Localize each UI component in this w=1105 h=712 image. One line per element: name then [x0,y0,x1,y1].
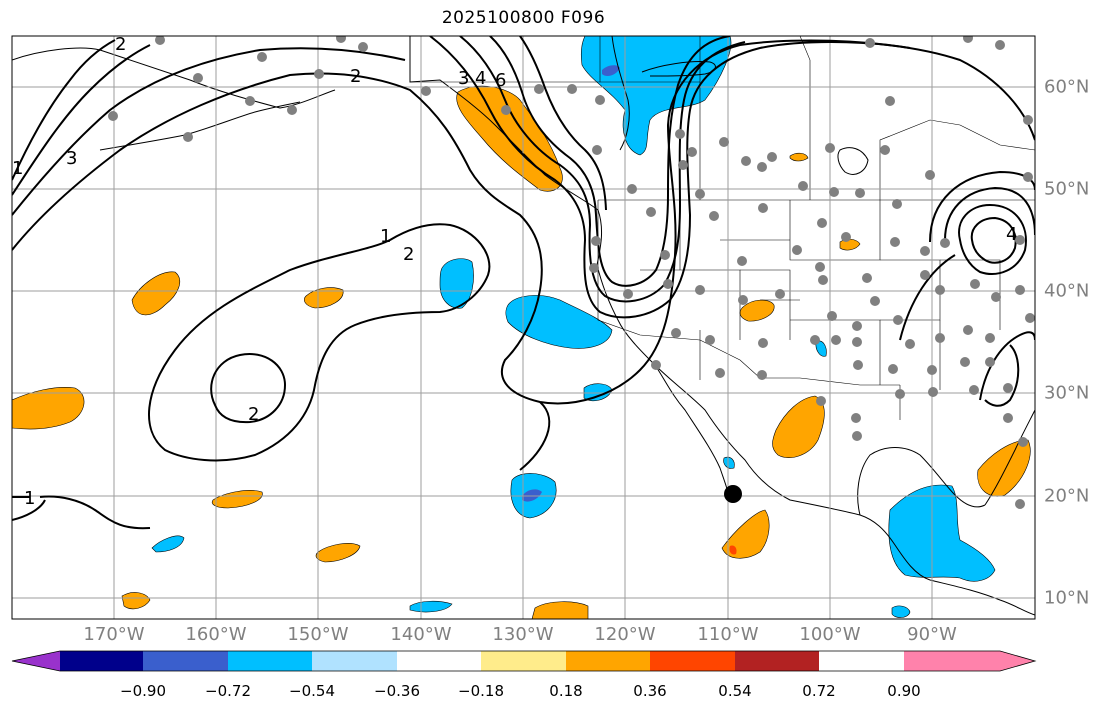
contour-label: 2 [248,404,259,425]
lon-label: 160°W [185,624,247,645]
colorbar-segment [481,651,566,671]
lat-label: 40°N [1044,280,1090,302]
colorbar-segment [228,651,312,671]
lat-label: 20°N [1044,485,1090,507]
lon-label: 140°W [390,624,452,645]
lon-label: 110°W [697,624,759,645]
colorbar-segment [566,651,650,671]
lon-label: 100°W [799,624,861,645]
closed-contours [148,170,1035,462]
colorbar-tick-label: 0.72 [802,682,836,700]
colorbar-tick-label: 0.90 [887,682,921,700]
lon-label: 170°W [83,624,145,645]
graticule [12,36,1035,619]
colorbar-extend-low [12,651,60,671]
colorbar-tick-label: −0.54 [289,682,335,700]
colorbar-tick-label: 0.36 [633,682,667,700]
lat-label: 60°N [1044,76,1090,98]
colorbar-tick-label: 0.54 [718,682,752,700]
colorbar-segment [60,651,143,671]
colorbar-segment [397,651,481,671]
colorbar-extend-high [904,651,1035,671]
contour-label: 6 [495,70,506,91]
colorbar-segment [735,651,819,671]
contour-label: 1 [24,488,35,509]
strong-anomaly-shading [522,65,737,555]
lat-label: 30°N [1044,382,1090,404]
lat-label: 10°N [1044,587,1090,609]
contour-label: 3 [458,68,469,89]
colorbar-tick-label: −0.18 [458,682,504,700]
lon-label: 120°W [594,624,656,645]
colorbar-outline [11,650,1037,672]
colorbar-tick-label: 0.18 [549,682,583,700]
lon-label: 150°W [287,624,349,645]
contour-label: 2 [350,66,361,87]
station-points [108,36,1035,509]
figure-title: 2025100800 F096 [441,8,606,28]
contour-label: 2 [115,34,126,55]
location-marker [724,485,742,503]
lon-label: 130°W [492,624,554,645]
contour-label: 1 [12,158,23,179]
lon-label: 90°W [907,624,957,645]
contour-label: 1 [380,226,391,247]
colorbar-segment [650,651,735,671]
colorbar-tick-label: −0.36 [374,682,420,700]
contour-label: 4 [1006,224,1017,245]
negative-anomaly-shading [151,36,996,618]
contour-lines [12,36,1035,530]
colorbar-tick-label: −0.72 [205,682,251,700]
colorbar-tick-label: −0.90 [120,682,166,700]
lat-label: 50°N [1044,178,1090,200]
contour-label-group: 1 2 2 2 3 4 6 1 2 3 4 1 [12,34,1017,509]
colorbar [12,651,1035,671]
map-frame [11,35,1036,620]
contour-label: 4 [475,68,486,89]
colorbar-segment [312,651,397,671]
contour-label: 3 [66,148,77,169]
contour-label: 2 [403,244,414,265]
colorbar-segment [143,651,228,671]
